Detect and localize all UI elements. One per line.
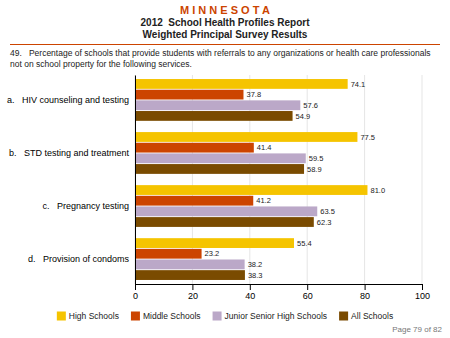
legend-label: High Schools — [69, 311, 119, 321]
legend-item: High Schools — [57, 311, 119, 321]
title: M I N N E S O T A — [10, 4, 440, 17]
tick-mark — [250, 284, 251, 290]
bar — [135, 111, 293, 121]
subtitle: 2012 School Health Profiles Report — [10, 17, 440, 29]
legend-item: Middle Schools — [131, 311, 201, 321]
data-label: 23.2 — [205, 249, 220, 258]
bar — [135, 143, 254, 153]
legend: High Schools Middle Schools Junior Senior … — [57, 311, 393, 321]
grid-line — [135, 75, 136, 284]
data-label: 41.4 — [257, 143, 272, 152]
bar — [135, 185, 367, 195]
page-note: Page 79 of 82 — [392, 325, 442, 334]
bar — [135, 90, 243, 100]
tick-label: 40 — [245, 291, 255, 301]
rule — [10, 44, 440, 45]
y-axis: a. HIV counseling and testing b. STD test… — [7, 76, 136, 285]
data-label: 41.2 — [256, 196, 271, 205]
tick-mark — [307, 284, 308, 290]
tick-mark — [192, 284, 193, 290]
bar — [135, 206, 317, 216]
x-axis: 0 20 40 60 80 100 — [133, 284, 430, 301]
legend-item: All Schools — [339, 311, 393, 321]
subtitle: Weighted Principal Survey Results — [10, 29, 440, 41]
legend-swatch — [339, 312, 348, 321]
data-label: 38.2 — [248, 260, 263, 269]
axis-line — [135, 76, 136, 285]
data-label: 54.9 — [296, 112, 311, 121]
tick: c. Pregnancy testing — [42, 201, 129, 211]
data-label: 57.6 — [303, 101, 318, 110]
tick-label: 20 — [188, 291, 198, 301]
tick: 100 — [415, 284, 430, 301]
bar — [135, 132, 357, 142]
tick: 60 — [303, 284, 313, 301]
tick: a. HIV counseling and testing — [7, 95, 129, 105]
tick: 80 — [360, 284, 370, 301]
tick-label: d. Provision of condoms — [28, 254, 130, 264]
data-label: 77.5 — [360, 133, 375, 142]
tick-label: a. HIV counseling and testing — [7, 95, 129, 105]
legend-label: All Schools — [351, 311, 393, 321]
bar — [135, 100, 300, 110]
tick-mark — [422, 284, 423, 290]
bar — [135, 217, 314, 227]
data-label: 55.4 — [297, 239, 312, 248]
tick-label: 100 — [415, 291, 430, 301]
legend-swatch — [213, 312, 222, 321]
bar — [135, 270, 245, 280]
plot: 74.1 77.5 81.0 55.4 37.8 41.4 41.2 23.2 57.6 59.5… — [7, 75, 430, 301]
tick-label: b. STD testing and treatment — [9, 148, 130, 158]
data-label: 59.5 — [309, 154, 324, 163]
tick: 0 — [133, 284, 138, 301]
tick: 40 — [245, 284, 255, 301]
data-label: 37.8 — [246, 90, 261, 99]
bar — [135, 79, 348, 89]
legend-label: Junior Senior High Schools — [225, 311, 328, 321]
tick-mark — [365, 284, 366, 290]
question: 49. Percentage of schools that provide s… — [10, 48, 440, 69]
bar — [135, 238, 294, 248]
data-label: 38.3 — [248, 271, 263, 280]
legend-label: Middle Schools — [143, 311, 201, 321]
bar — [135, 249, 202, 259]
legend-swatch — [131, 312, 140, 321]
bar — [135, 153, 306, 163]
tick-label: c. Pregnancy testing — [42, 201, 129, 211]
tick-label: 0 — [133, 291, 138, 301]
data-label: 62.3 — [317, 218, 332, 227]
tick: b. STD testing and treatment — [9, 148, 130, 158]
tick: d. Provision of condoms — [28, 254, 130, 264]
data-label: 74.1 — [351, 80, 366, 89]
grid-line — [422, 75, 423, 284]
axis-line — [136, 284, 423, 285]
chart: 74.1 77.5 81.0 55.4 37.8 41.4 41.2 23.2 57.6 59.5… — [0, 69, 450, 336]
tick: 20 — [188, 284, 198, 301]
bar — [135, 259, 245, 269]
data-labels: 74.1 77.5 81.0 55.4 37.8 41.4 41.2 23.2 57.6 59.5… — [205, 80, 385, 280]
bar — [135, 196, 253, 206]
data-label: 58.9 — [307, 165, 322, 174]
tick-label: 60 — [303, 291, 313, 301]
grid-line — [364, 75, 365, 284]
legend-swatch — [57, 312, 66, 321]
bar — [135, 164, 304, 174]
bars — [135, 79, 367, 280]
data-label: 81.0 — [370, 186, 385, 195]
tick-mark — [135, 284, 136, 290]
header: M I N N E S O T A2012 School Health Prof… — [0, 0, 450, 69]
grid — [135, 75, 422, 284]
legend-item: Junior Senior High Schools — [213, 311, 328, 321]
data-label: 63.5 — [320, 207, 335, 216]
tick-label: 80 — [360, 291, 370, 301]
